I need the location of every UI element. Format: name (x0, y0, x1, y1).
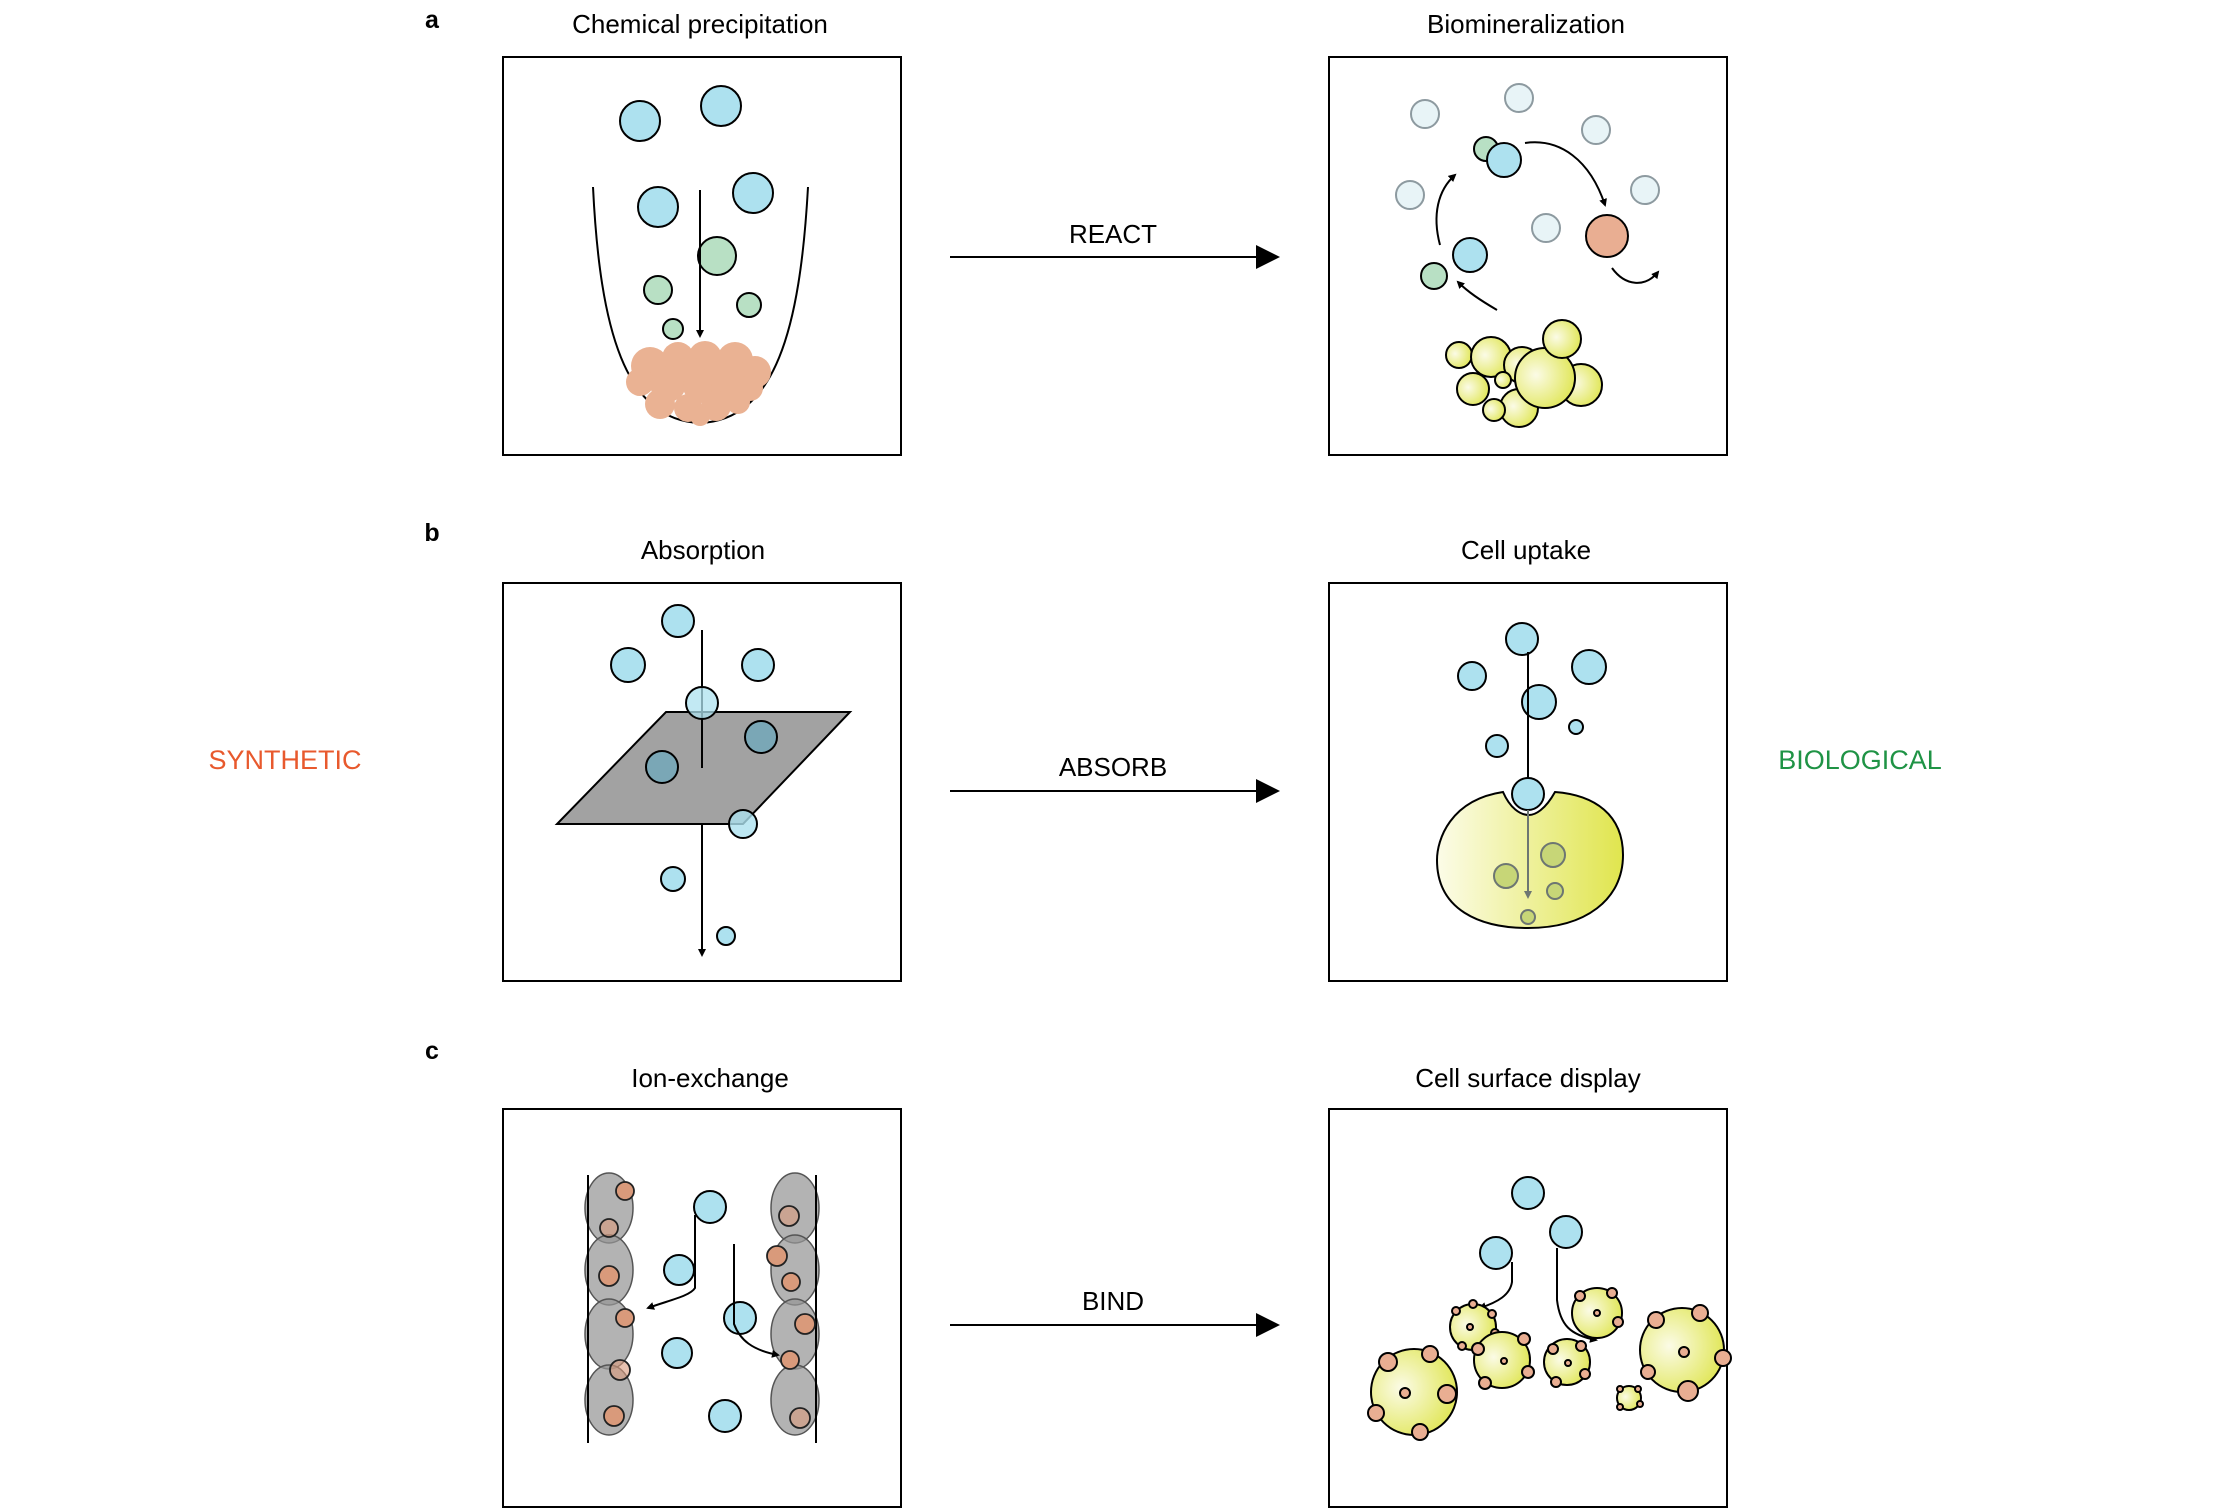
title-ion-exchange: Ion-exchange (631, 1063, 789, 1093)
panel-a: a Chemical precipitation Biomineralizati… (425, 6, 1728, 456)
ligand (697, 236, 737, 276)
ligand (643, 275, 673, 305)
ligand (662, 318, 684, 340)
react-arrow: REACT (950, 219, 1280, 269)
resin-column-left (584, 1172, 634, 1443)
cell-cluster (1445, 319, 1603, 428)
cell (1435, 790, 1625, 930)
cell-surface-display-box (1328, 1108, 1732, 1508)
panel-letter-c: c (425, 1037, 439, 1065)
panel-b: b Absorption Cell uptake ABSORB (424, 519, 1728, 982)
displaying-cell (1571, 1287, 1624, 1339)
displaying-cell (1543, 1338, 1591, 1388)
displaying-cell (1367, 1345, 1458, 1441)
panel-letter-b: b (424, 519, 439, 547)
metal-ion (732, 172, 774, 214)
precipitate-pile (626, 341, 771, 426)
displaying-cell (1639, 1304, 1732, 1402)
metal-ion (637, 186, 679, 228)
title-cell-uptake: Cell uptake (1461, 535, 1591, 565)
displaying-cell (1616, 1385, 1644, 1411)
displaying-cell (1471, 1331, 1535, 1390)
title-cell-surface-display: Cell surface display (1415, 1063, 1640, 1093)
absorb-arrow: ABSORB (950, 752, 1280, 803)
precipitation-box (502, 56, 902, 456)
metal-ion (700, 85, 742, 127)
cell-uptake-box (1328, 582, 1728, 982)
bind-label: BIND (1082, 1286, 1144, 1316)
absorption-box (502, 582, 902, 982)
panel-letter-a: a (425, 6, 440, 34)
biomineralization-box (1328, 56, 1728, 456)
biological-label: BIOLOGICAL (1778, 745, 1942, 775)
title-chemical-precipitation: Chemical precipitation (572, 9, 828, 39)
react-label: REACT (1069, 219, 1157, 249)
title-absorption: Absorption (641, 535, 765, 565)
title-biomineralization: Biomineralization (1427, 9, 1625, 39)
metal-ion (619, 100, 661, 142)
bind-arrow: BIND (950, 1286, 1280, 1337)
panel-c: c Ion-exchange Cell surface display (425, 1037, 1732, 1508)
absorb-label: ABSORB (1059, 752, 1167, 782)
synthetic-label: SYNTHETIC (208, 745, 361, 775)
ligand (736, 292, 762, 318)
ion-exchange-box (502, 1108, 902, 1508)
